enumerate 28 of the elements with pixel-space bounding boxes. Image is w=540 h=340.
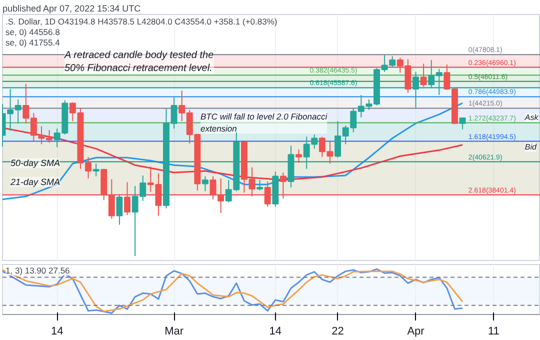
annotation: 21-day SMA — [10, 177, 60, 188]
text: published Apr 07, 2022 15:34 UTC — [2, 4, 142, 14]
annotation: se, 0) 44556.8 — [6, 27, 60, 37]
x-tick-label: 14 — [50, 326, 64, 338]
annotation: BTC will fall to level 2.0 Fibonacci extension — [200, 112, 328, 134]
annotation: Bid — [524, 142, 538, 152]
x-tick-label: 11 — [488, 326, 500, 338]
annotation: A retraced candle body tested the 50% Fibonacci retracement level. — [64, 50, 214, 74]
annotation: Ask — [524, 112, 540, 122]
candlestick — [202, 176, 208, 192]
candlestick — [116, 194, 123, 226]
chart-title: .S. Dollar, 1D O43194.8 H43578.5 L42804.0 C43554.0 +358.1 (+0.83%) — [6, 16, 278, 26]
candlestick — [420, 63, 427, 88]
candlestick — [296, 148, 302, 164]
candlestick — [280, 172, 286, 200]
candlestick — [92, 163, 100, 177]
x-tick-label: Apr — [407, 326, 425, 338]
x-tick-label: 22 — [332, 326, 344, 338]
x-tick-label: 14 — [269, 326, 282, 338]
annotation: 50-day SMA — [10, 158, 60, 168]
candlestick — [256, 179, 264, 191]
candlestick — [459, 117, 466, 130]
annotation: 1, 3) 13.90 27.56 — [6, 266, 70, 276]
candlestick — [412, 71, 419, 108]
candlestick — [264, 180, 271, 208]
candlestick — [124, 182, 130, 216]
annotation: se, 0) 41755.4 — [6, 38, 60, 48]
x-tick-label: Mar — [164, 326, 184, 338]
